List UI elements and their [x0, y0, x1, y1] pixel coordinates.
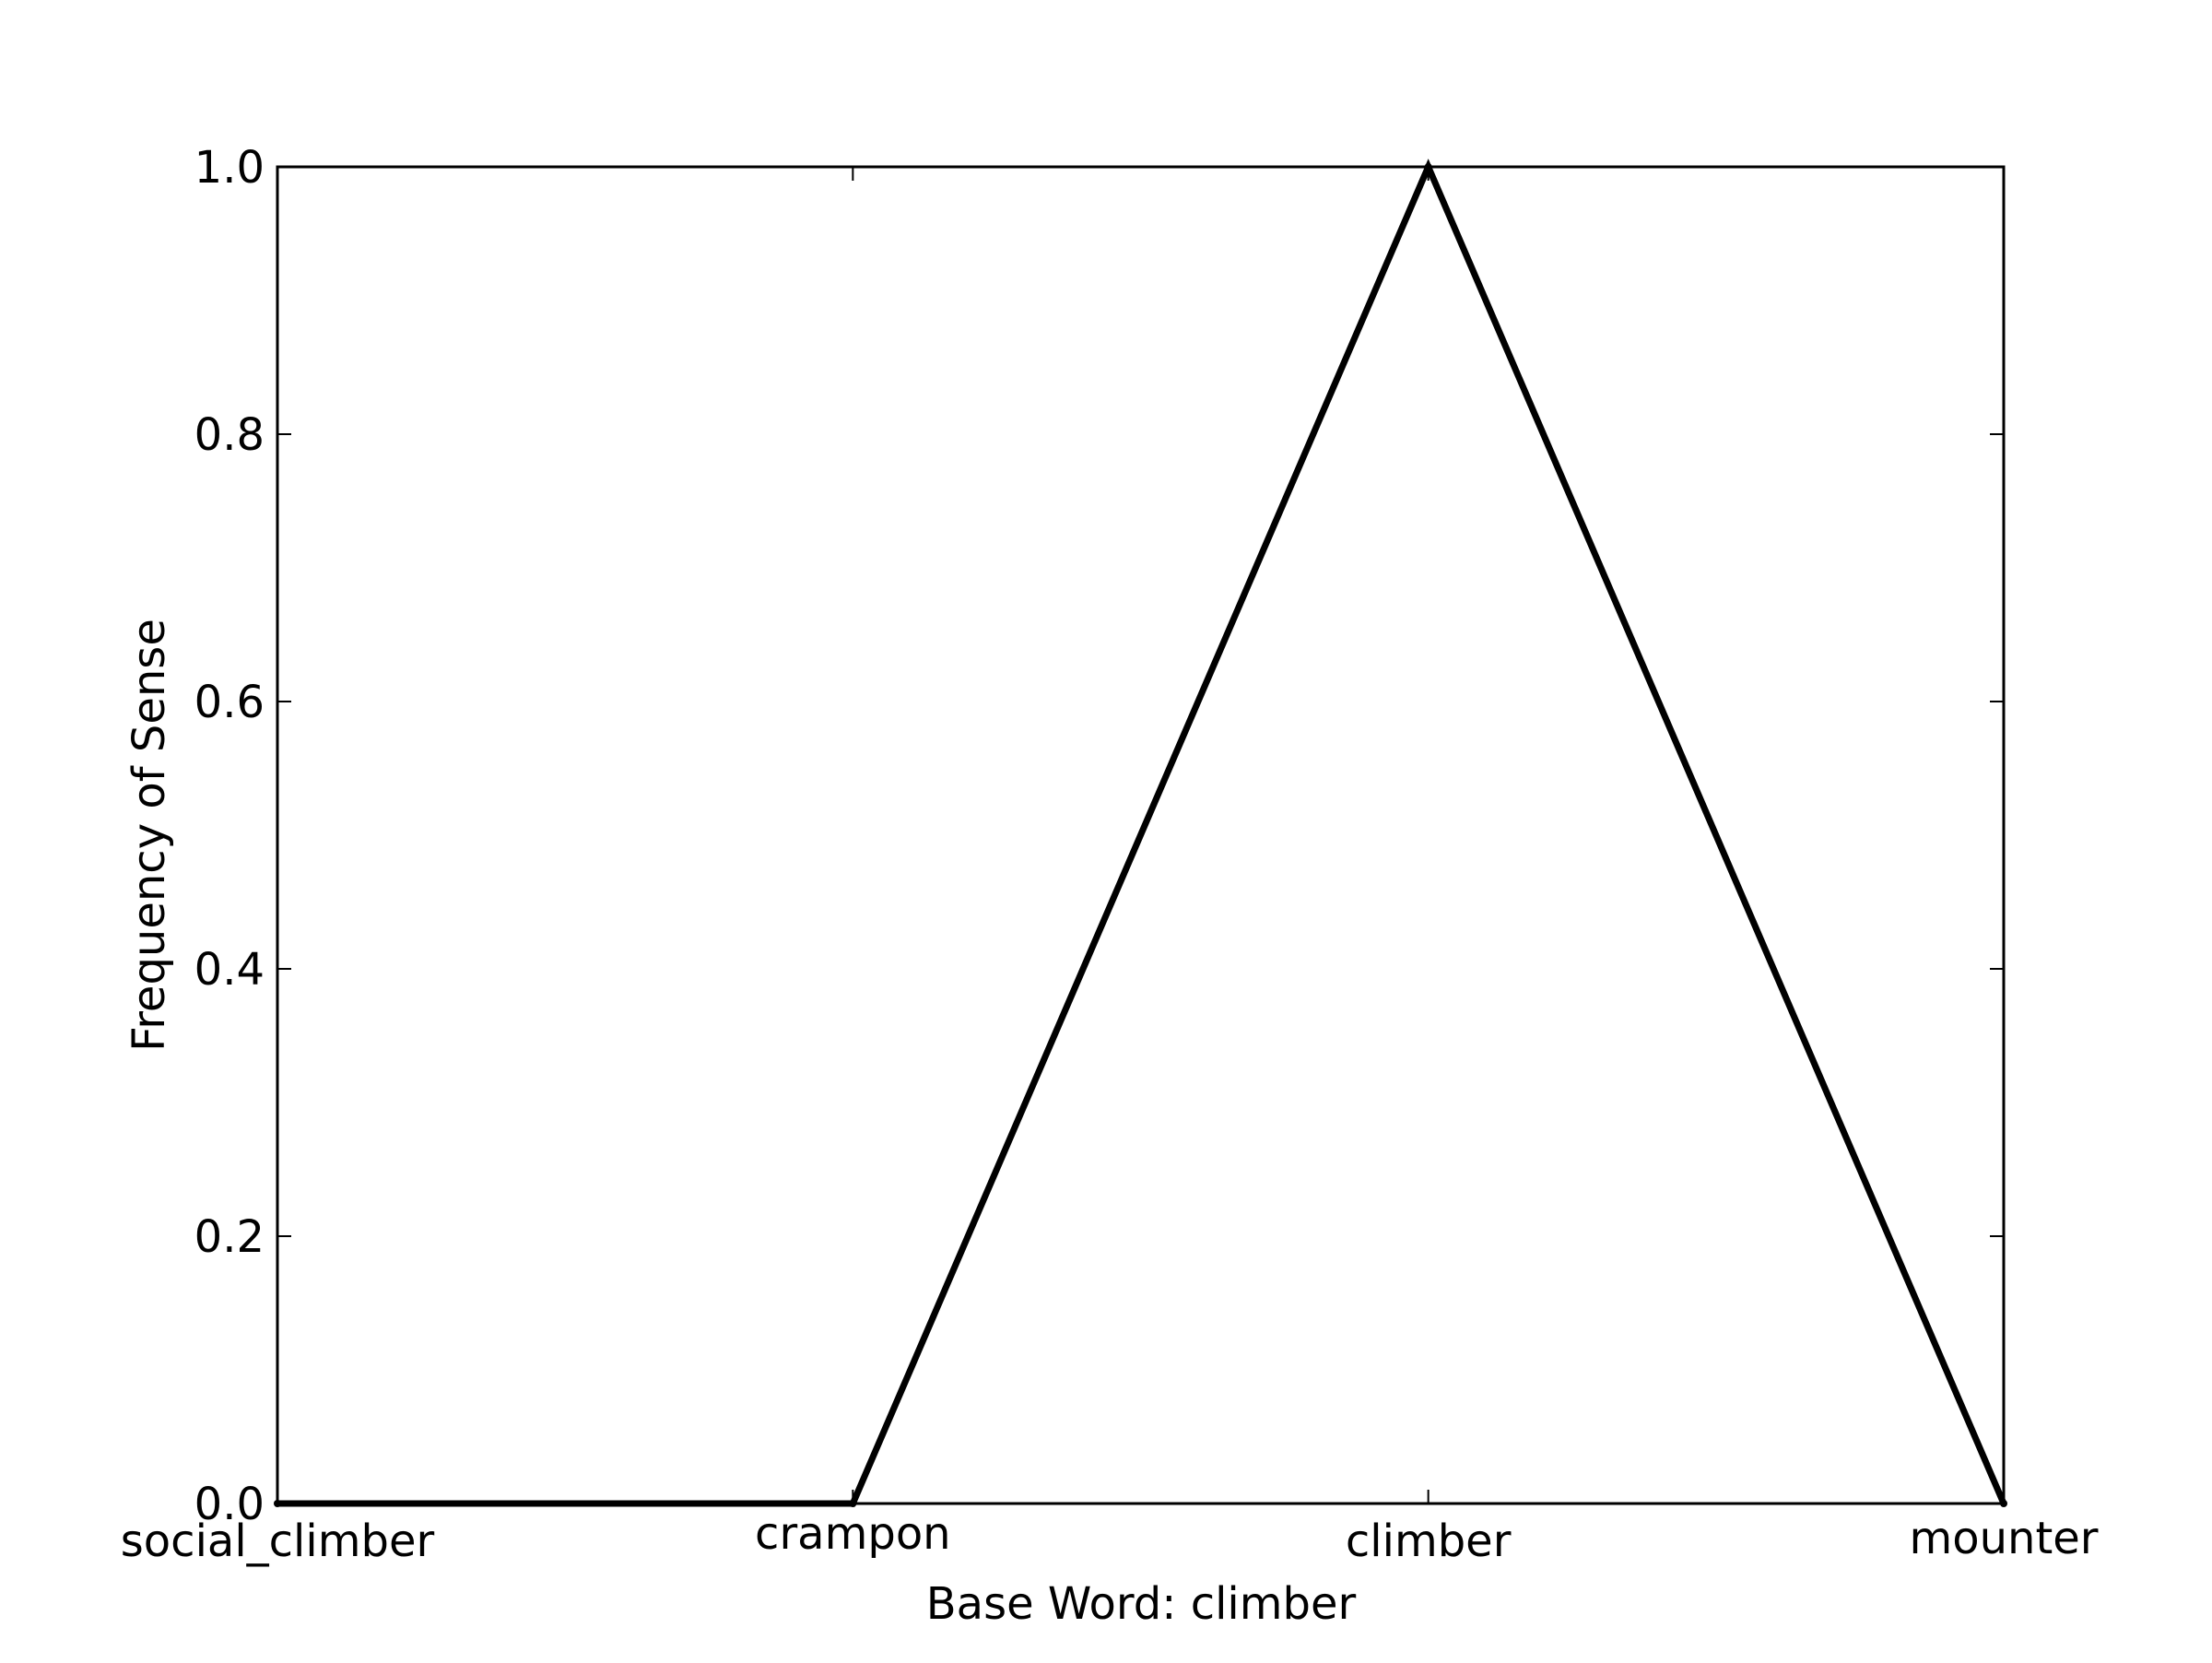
- y-tick-label: 0.4: [194, 944, 265, 996]
- y-tick-label: 0.8: [194, 409, 265, 461]
- x-tick-label: mounter: [1909, 1513, 2098, 1564]
- x-tick-label: crampon: [755, 1508, 951, 1560]
- y-tick-label: 1.0: [194, 142, 265, 194]
- x-tick-label: climber: [1346, 1516, 1512, 1567]
- x-axis-title: Base Word: climber: [926, 1578, 1357, 1630]
- y-axis-title: Frequency of Sense: [124, 619, 175, 1052]
- x-tick-labels: social_climber crampon climber mounter: [121, 1508, 2099, 1567]
- y-tick-label: 0.0: [194, 1479, 265, 1530]
- x-tick-label: social_climber: [121, 1516, 435, 1567]
- y-tick-label: 0.2: [194, 1211, 265, 1263]
- plot-area-frame: [276, 165, 2006, 1505]
- y-tick-label: 0.6: [194, 677, 265, 728]
- y-tick-labels: 0.0 0.2 0.4 0.6 0.8 1.0: [194, 142, 265, 1530]
